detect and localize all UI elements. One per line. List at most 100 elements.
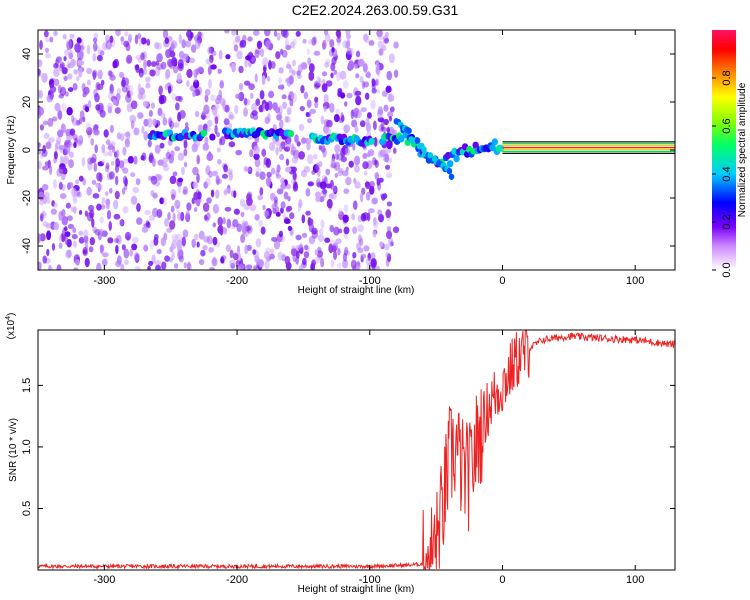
spectrogram-y-tick-label: -20 xyxy=(21,190,33,206)
spectrogram-noise-mark xyxy=(336,262,342,269)
spectrogram-noise-mark xyxy=(377,40,384,49)
spectrogram-noise-mark xyxy=(377,150,384,159)
spectrogram-noise-mark xyxy=(356,260,361,267)
spectrogram-noise-mark xyxy=(53,151,58,160)
spectrogram-noise-mark xyxy=(130,195,138,205)
spectrogram-noise-mark xyxy=(256,41,263,48)
spectrogram-noise-mark xyxy=(262,204,266,211)
spectrogram-noise-mark xyxy=(97,102,104,113)
spectrogram-noise-mark xyxy=(78,49,84,59)
spectrogram-noise-mark xyxy=(161,261,167,270)
spectrogram-noise-mark xyxy=(354,125,359,133)
spectrogram-noise-mark xyxy=(207,46,212,55)
spectrogram-noise-mark xyxy=(214,116,219,125)
colorbar-tick-label: 0.2 xyxy=(721,214,733,229)
spectrogram-noise-mark xyxy=(53,30,58,36)
spectrogram-noise-mark xyxy=(190,32,194,39)
spectrogram-noise-mark xyxy=(323,105,327,112)
spectrogram-noise-mark xyxy=(264,116,270,125)
spectrogram-noise-mark xyxy=(216,147,221,153)
spectrogram-noise-mark xyxy=(72,82,78,91)
spectrogram-noise-mark xyxy=(371,197,378,205)
spectrogram-noise-mark xyxy=(72,134,78,141)
spectrogram-noise-mark xyxy=(110,160,115,166)
spectrogram-noise-mark xyxy=(277,251,284,261)
spectrogram-noise-mark xyxy=(177,177,184,183)
spectrogram-noise-mark xyxy=(231,62,236,73)
spectrogram-noise-mark xyxy=(66,239,72,248)
spectrogram-noise-mark xyxy=(207,66,212,76)
spectrogram-noise-mark xyxy=(38,160,42,170)
spectrogram-noise-mark xyxy=(376,88,381,94)
spectrogram-noise-mark xyxy=(278,230,284,238)
spectrogram-noise-mark xyxy=(338,228,343,234)
spectrogram-signal-mark xyxy=(368,137,375,145)
spectrogram-noise-mark xyxy=(385,172,393,179)
spectrogram-noise-mark xyxy=(122,158,129,164)
spectrogram-noise-mark xyxy=(156,53,163,63)
spectrogram-noise-mark xyxy=(170,194,176,201)
spectrogram-noise-mark xyxy=(315,162,320,172)
spectrogram-noise-mark xyxy=(147,265,151,270)
spectrogram-noise-mark xyxy=(125,93,132,103)
spectrogram-noise-mark xyxy=(198,258,205,266)
spectrogram-noise-mark xyxy=(235,93,241,100)
spectrogram-branch-mark xyxy=(427,152,434,159)
spectrogram-noise-mark xyxy=(303,244,309,251)
spectrogram-noise-mark xyxy=(191,238,197,248)
spectrogram-noise-mark xyxy=(85,122,91,132)
spectrogram-noise-mark xyxy=(264,260,270,270)
spectrogram-noise-mark xyxy=(353,155,361,166)
spectrogram-noise-mark xyxy=(269,141,276,152)
spectrogram-x-axis-label: Height of straight line (km) xyxy=(298,285,415,296)
spectrogram-noise-mark xyxy=(314,82,321,88)
spectrogram-noise-mark xyxy=(293,179,297,190)
spectrogram-noise-mark xyxy=(92,70,97,81)
spectrogram-noise-mark xyxy=(230,262,236,269)
spectrogram-noise-mark xyxy=(124,259,129,265)
spectrogram-noise-mark xyxy=(311,36,317,47)
spectrogram-noise-mark xyxy=(254,213,260,221)
spectrogram-noise-mark xyxy=(277,84,285,90)
spectrogram-noise-mark xyxy=(311,227,318,235)
spectrogram-noise-mark xyxy=(346,92,353,99)
spectrogram-noise-mark xyxy=(101,197,106,205)
spectrogram-noise-mark xyxy=(86,44,91,55)
spectrogram-noise-mark xyxy=(107,105,113,114)
spectrogram-noise-mark xyxy=(212,203,220,214)
spectrogram-noise-mark xyxy=(344,147,351,156)
spectrogram-noise-mark xyxy=(262,57,269,67)
colorbar-tick-label: 0.4 xyxy=(721,166,733,181)
spectrogram-noise-mark xyxy=(330,259,335,268)
snr-y-tick-label: 0.5 xyxy=(21,501,33,516)
spectrogram-noise-mark xyxy=(363,170,368,176)
spectrogram-noise-mark xyxy=(61,209,66,217)
spectrogram-noise-mark xyxy=(317,234,325,243)
spectrogram-noise-mark xyxy=(333,185,338,195)
spectrogram-noise-mark xyxy=(38,106,45,116)
spectrogram-noise-mark xyxy=(359,120,366,128)
spectrogram-noise-mark xyxy=(114,107,121,114)
spectrogram-noise-mark xyxy=(174,146,181,152)
spectrogram-noise-mark xyxy=(366,112,372,119)
spectrogram-noise-mark xyxy=(59,62,65,69)
spectrogram-noise-mark xyxy=(119,71,125,79)
spectrogram-noise-mark xyxy=(50,91,54,101)
spectrogram-noise-mark xyxy=(352,251,357,259)
spectrogram-noise-mark xyxy=(207,119,213,128)
spectrogram-noise-mark xyxy=(220,255,227,261)
colorbar-gradient xyxy=(712,30,736,270)
spectrogram-noise-mark xyxy=(41,149,48,157)
spectrogram-noise-mark xyxy=(377,116,385,123)
spectrogram-noise-mark xyxy=(303,91,309,100)
spectrogram-noise-mark xyxy=(377,35,384,40)
spectrogram-noise-mark xyxy=(258,220,264,227)
spectrogram-noise-mark xyxy=(290,41,296,49)
spectrogram-noise-mark xyxy=(275,51,281,60)
spectrogram-noise-mark xyxy=(173,262,179,269)
spectrogram-noise-mark xyxy=(300,84,305,94)
spectrogram-noise-mark xyxy=(84,257,90,268)
spectrogram-noise-mark xyxy=(259,171,266,180)
spectrogram-noise-mark xyxy=(156,208,163,218)
spectrogram-noise-mark xyxy=(65,39,72,50)
